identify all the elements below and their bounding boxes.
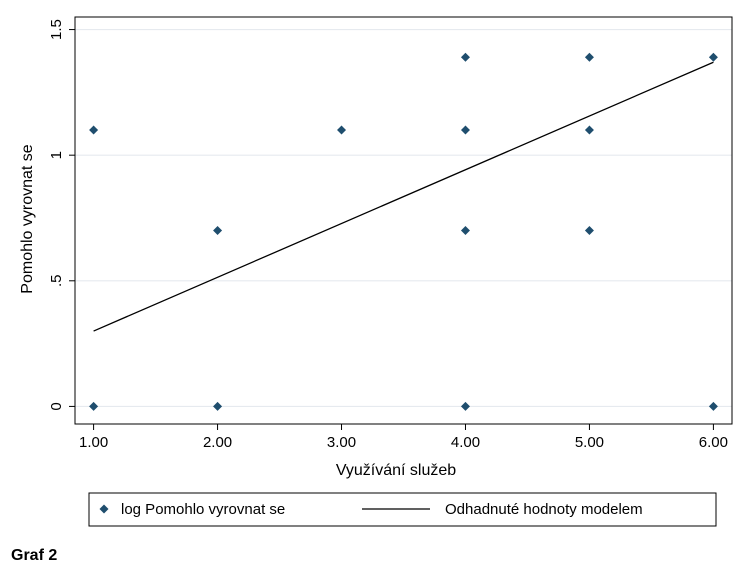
y-tick-label: 1 (48, 151, 65, 159)
x-axis: 1.00 2.00 3.00 4.00 5.00 6.00 (79, 424, 728, 451)
x-tick-label: 3.00 (327, 434, 356, 451)
y-tick-label: 0 (48, 402, 65, 410)
plot-area (75, 17, 732, 424)
y-axis-title: Pomohlo vyrovnat se (19, 144, 36, 294)
plot-frame (74, 16, 733, 425)
scatter-point (584, 125, 594, 135)
y-tick-label: .5 (48, 275, 65, 288)
y-tick-label: 1.5 (48, 19, 65, 40)
scatter-point (460, 401, 470, 411)
grid-lines (75, 28, 732, 408)
legend-label-scatter: log Pomohlo vyrovnat se (121, 501, 285, 518)
x-tick-label: 2.00 (203, 434, 232, 451)
scatter-point (460, 125, 470, 135)
scatter-point (460, 226, 470, 236)
scatter-point (337, 125, 347, 135)
scatter-point (89, 125, 99, 135)
y-axis: 0 .5 1 1.5 (48, 19, 75, 411)
x-tick-label: 5.00 (575, 434, 604, 451)
scatter-point (708, 401, 718, 411)
x-tick-label: 4.00 (451, 434, 480, 451)
legend-marker-diamond (99, 504, 109, 514)
scatter-point (460, 52, 470, 62)
legend: log Pomohlo vyrovnat se Odhadnuté hodnot… (88, 492, 717, 527)
scatter-point (213, 401, 223, 411)
fit-line (93, 61, 714, 332)
scatter-points (89, 52, 718, 411)
legend-label-fit: Odhadnuté hodnoty modelem (445, 501, 643, 518)
scatter-point (708, 52, 718, 62)
scatter-point (89, 401, 99, 411)
figure-caption: Graf 2 (11, 547, 58, 564)
x-axis-title: Využívání služeb (336, 462, 456, 479)
x-tick-label: 6.00 (699, 434, 728, 451)
fit-line-layer (93, 61, 714, 332)
x-tick-label: 1.00 (79, 434, 108, 451)
scatter-point (584, 52, 594, 62)
scatter-point (213, 226, 223, 236)
scatter-point (584, 226, 594, 236)
